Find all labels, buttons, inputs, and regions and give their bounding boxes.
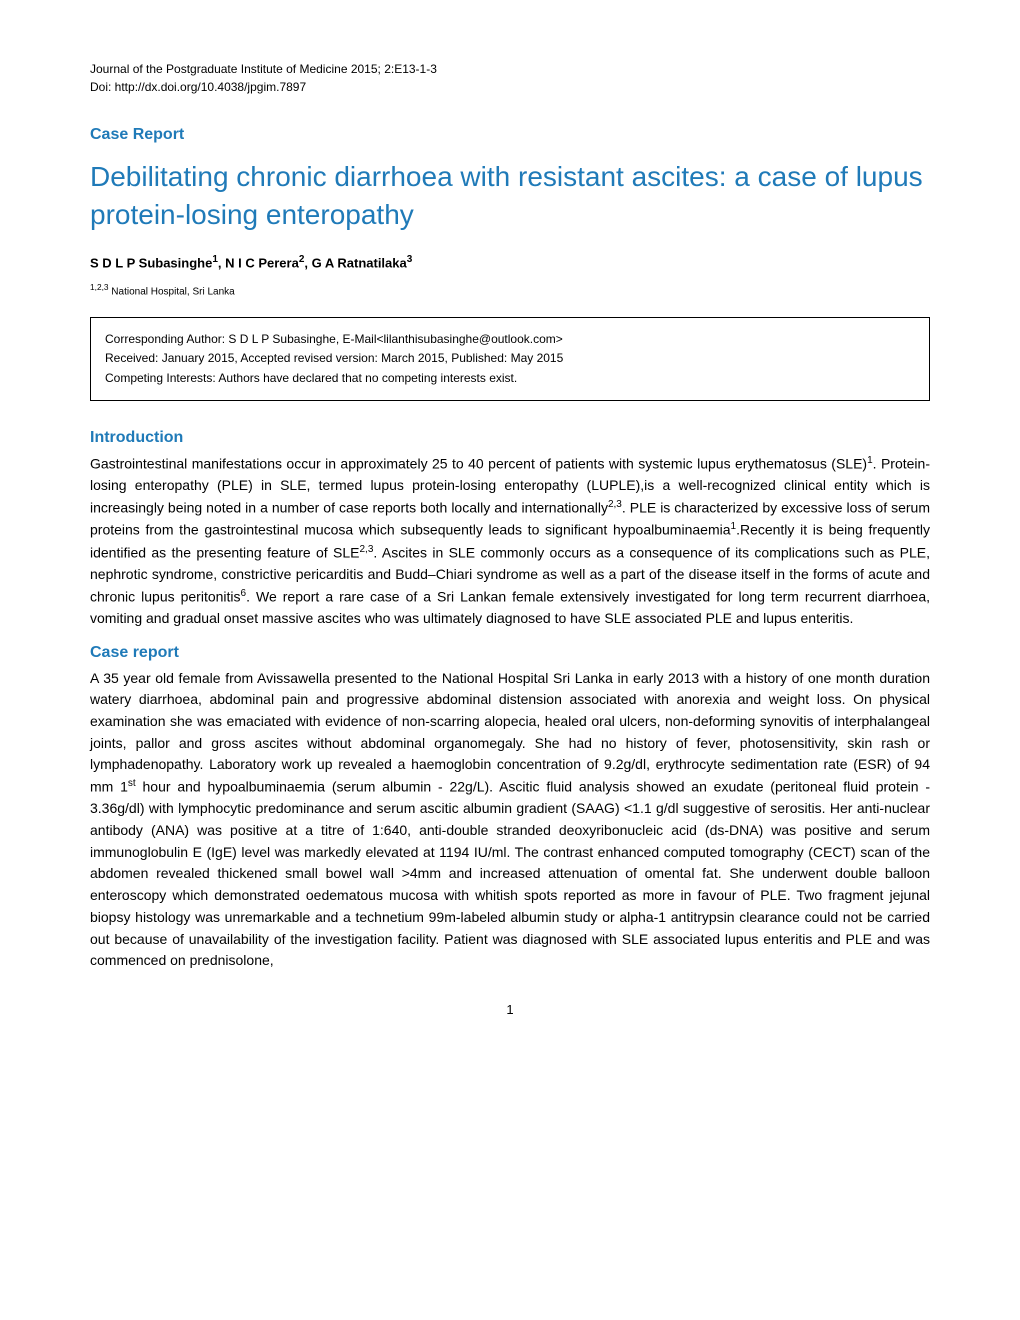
case-report-label: Case Report (90, 126, 930, 144)
case-report-heading: Case report (90, 644, 930, 662)
article-title: Debilitating chronic diarrhoea with resi… (90, 158, 930, 234)
competing-interests: Competing Interests: Authors have declar… (105, 369, 915, 388)
authors: S D L P Subasinghe1, N I C Perera2, G A … (90, 254, 930, 270)
journal-doi: Doi: http://dx.doi.org/10.4038/jpgim.789… (90, 78, 930, 96)
introduction-heading: Introduction (90, 429, 930, 447)
case-report-text: A 35 year old female from Avissawella pr… (90, 668, 930, 972)
journal-citation: Journal of the Postgraduate Institute of… (90, 60, 930, 78)
corresponding-author-box: Corresponding Author: S D L P Subasinghe… (90, 317, 930, 401)
journal-header: Journal of the Postgraduate Institute of… (90, 60, 930, 96)
page-number: 1 (90, 1002, 930, 1017)
publication-dates: Received: January 2015, Accepted revised… (105, 349, 915, 368)
affiliations: 1,2,3 National Hospital, Sri Lanka (90, 282, 930, 297)
corresponding-author: Corresponding Author: S D L P Subasinghe… (105, 330, 915, 349)
page-container: Journal of the Postgraduate Institute of… (0, 0, 1020, 1067)
introduction-text: Gastrointestinal manifestations occur in… (90, 453, 930, 630)
